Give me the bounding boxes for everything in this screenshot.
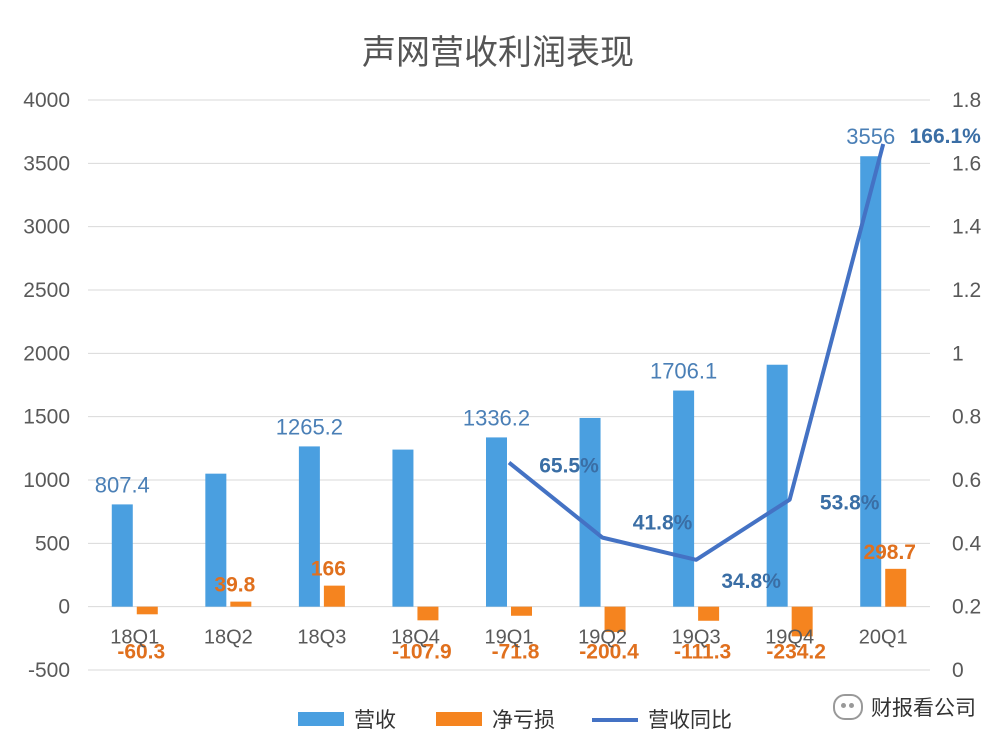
revenue-bar <box>860 156 882 607</box>
net-loss-data-label: -111.3 <box>674 641 731 664</box>
line-series <box>507 143 886 562</box>
net-loss-bar <box>511 606 532 616</box>
category-label: 19Q2 <box>578 627 627 649</box>
left-tick-label: 1500 <box>23 406 70 429</box>
revenue-bar <box>766 364 788 607</box>
category-labels: 18Q1 18Q2 18Q3 18Q4 19Q1 19Q2 19Q3 19Q4 20Q1 <box>110 627 907 649</box>
revenue-bar <box>205 473 227 607</box>
category-label: 18Q3 <box>297 627 346 649</box>
yoy-data-label: 166.1% <box>910 125 982 148</box>
net-loss-data-label: -107.9 <box>392 641 452 664</box>
category-label: 20Q1 <box>859 627 908 649</box>
grid-lines <box>88 99 930 671</box>
revenue-data-label: 1265.2 <box>276 414 343 439</box>
net-loss-bar <box>885 568 907 607</box>
watermark: 财报看公司 <box>833 692 976 722</box>
category-label: 18Q4 <box>391 627 440 649</box>
revenue-data-label: 3556 <box>846 124 895 149</box>
category-label: 19Q1 <box>485 627 534 649</box>
net-loss-bar <box>604 606 626 633</box>
right-tick-label: 1 <box>952 342 964 365</box>
net-loss-data-label: -71.8 <box>492 641 540 664</box>
net-loss-data-label: 298.7 <box>863 541 916 564</box>
right-tick-label: 1.2 <box>952 279 981 302</box>
left-tick-label: 1000 <box>23 469 70 492</box>
legend-swatch <box>436 712 482 726</box>
left-tick-label: -500 <box>28 659 70 682</box>
net-loss-bar <box>323 585 345 607</box>
category-label: 19Q3 <box>672 627 721 649</box>
right-tick-label: 0.4 <box>952 532 982 555</box>
right-tick-label: 1.6 <box>952 152 981 175</box>
left-tick-label: 3500 <box>23 152 70 175</box>
net-loss-bar <box>791 606 813 637</box>
net-loss-data-label: 166 <box>311 558 346 581</box>
chart-title: 声网营收利润表现 <box>362 34 634 72</box>
revenue-data-label: 807.4 <box>95 472 150 497</box>
bar-series <box>111 156 907 637</box>
revenue-bar <box>579 417 601 607</box>
legend-swatch <box>298 712 344 726</box>
left-tick-label: 2000 <box>23 342 70 365</box>
revenue-bar <box>392 449 414 607</box>
revenue-data-label: 1336.2 <box>463 405 530 430</box>
data-labels: 807.4 -60.3 39.8 1265.2 166 -107.9 1336.2 -71.8… <box>95 124 981 663</box>
net-loss-bar <box>136 606 158 615</box>
net-loss-data-label: -60.3 <box>117 641 165 664</box>
right-tick-label: 0.6 <box>952 469 981 492</box>
revenue-data-label: 1706.1 <box>650 359 717 384</box>
left-tick-label: 4000 <box>23 89 70 112</box>
yoy-growth-line <box>507 143 886 562</box>
left-axis-ticks: -500 0 500 1000 1500 2000 2500 3000 3500 4000 <box>23 89 70 682</box>
revenue-bar <box>298 446 320 607</box>
legend: 营收 净亏损 营收同比 <box>298 709 732 732</box>
revenue-bar <box>111 504 133 607</box>
category-label: 18Q2 <box>204 627 253 649</box>
yoy-data-label: 34.8% <box>721 570 781 593</box>
legend-label: 营收 <box>354 709 396 732</box>
right-tick-label: 0.2 <box>952 596 981 619</box>
net-loss-data-label: -200.4 <box>579 641 639 664</box>
net-loss-bar <box>698 606 720 621</box>
left-tick-label: 3000 <box>23 216 70 239</box>
watermark-text: 财报看公司 <box>871 697 976 720</box>
yoy-data-label: 65.5% <box>539 455 599 478</box>
left-tick-label: 500 <box>35 532 70 555</box>
net-loss-bar <box>230 601 252 607</box>
net-loss-bar <box>417 606 439 621</box>
right-axis-ticks: 0 0.2 0.4 0.6 0.8 1 1.2 1.4 1.6 1.8 <box>952 89 982 682</box>
legend-label: 净亏损 <box>492 709 555 732</box>
yoy-data-label: 53.8% <box>820 492 880 515</box>
right-tick-label: 1.4 <box>952 216 982 239</box>
net-loss-data-label: 39.8 <box>214 574 255 597</box>
right-tick-label: 1.8 <box>952 89 981 112</box>
left-tick-label: 0 <box>58 596 70 619</box>
revenue-bar <box>486 437 507 607</box>
yoy-data-label: 41.8% <box>633 512 693 535</box>
left-tick-label: 2500 <box>23 279 70 302</box>
category-label: 19Q4 <box>765 627 814 649</box>
legend-label: 营收同比 <box>648 709 732 732</box>
category-label: 18Q1 <box>110 627 159 649</box>
revenue-bar <box>673 390 695 607</box>
wechat-icon <box>833 694 863 720</box>
right-tick-label: 0.8 <box>952 406 981 429</box>
net-loss-data-label: -234.2 <box>766 641 826 664</box>
right-tick-label: 0 <box>952 659 964 682</box>
